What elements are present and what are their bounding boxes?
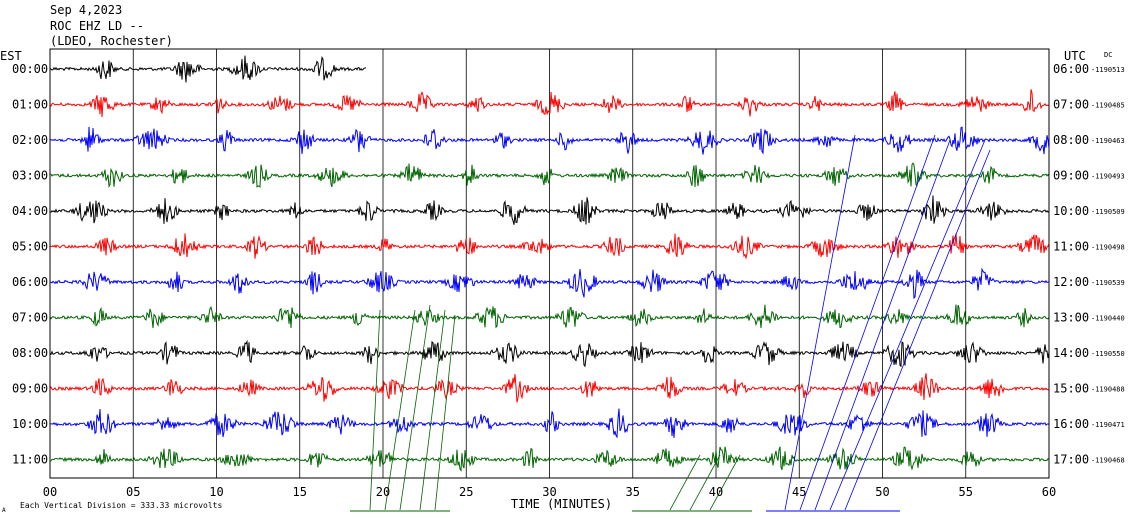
- row-label-dc: -1190440: [1091, 315, 1125, 323]
- row-label-utc: 12:00: [1053, 275, 1089, 289]
- trace-row-0200: [49, 126, 1050, 155]
- row-label-utc: 08:00: [1053, 133, 1089, 147]
- diagonal-artifact-line: [814, 139, 951, 511]
- row-label-dc: -1190493: [1091, 173, 1125, 181]
- row-label-est: 08:00: [12, 346, 48, 360]
- x-tick-label: 25: [459, 485, 473, 499]
- trace-row-0400: [49, 195, 1050, 225]
- trace-row-0100: [49, 89, 1050, 118]
- trace-row-1100: [50, 446, 1050, 472]
- diagonal-artifact-line: [829, 139, 986, 511]
- x-tick-label: 30: [542, 485, 556, 499]
- x-tick-label: 60: [1042, 485, 1056, 499]
- scale-note: Each Vertical Division = 333.33 microvol…: [20, 501, 222, 510]
- row-label-est: 06:00: [12, 275, 48, 289]
- x-tick-label: 20: [376, 485, 390, 499]
- trace-row-0900: [49, 373, 1050, 403]
- diagonal-artifact-line: [669, 454, 701, 511]
- row-label-dc: -1190488: [1091, 386, 1125, 394]
- trace-row-0800: [49, 339, 1050, 368]
- x-tick-label: 15: [293, 485, 307, 499]
- row-label-utc: 07:00: [1053, 98, 1089, 112]
- row-label-dc: -1190539: [1091, 279, 1125, 287]
- axis-labels: 00 05 10 15 20 25 30 35 40 45 50 55 60 TIME (MINUTES)…: [0, 49, 1125, 514]
- diagonal-artifact-line: [434, 314, 456, 511]
- row-label-dc: -1190509: [1091, 208, 1125, 216]
- utc-header: UTC: [1064, 49, 1086, 63]
- row-label-utc: 17:00: [1053, 453, 1089, 467]
- row-label-dc: -1190468: [1091, 457, 1125, 465]
- diagonal-artifact-line: [369, 309, 381, 511]
- row-label-utc: 06:00: [1053, 62, 1089, 76]
- row-label-utc: 09:00: [1053, 169, 1089, 183]
- row-label-est: 01:00: [12, 98, 48, 112]
- x-tick-label: 10: [209, 485, 223, 499]
- trace-row-0500: [49, 233, 1050, 260]
- x-tick-label: 50: [875, 485, 889, 499]
- row-label-dc: -1190498: [1091, 244, 1125, 252]
- grid-lines: [49, 48, 1050, 479]
- diagonal-artifact-line: [844, 149, 991, 511]
- trace-row-0700: [49, 304, 1050, 329]
- x-tick-label: 45: [792, 485, 806, 499]
- row-label-dc: -1190550: [1091, 350, 1125, 358]
- row-label-est: 10:00: [12, 417, 48, 431]
- diagonal-artifact-line: [799, 134, 936, 511]
- trace-row-0300: [49, 162, 1050, 188]
- row-label-est: 11:00: [12, 453, 48, 467]
- row-label-dc: -1190463: [1091, 137, 1125, 145]
- est-header: EST: [0, 49, 22, 63]
- row-label-est: 09:00: [12, 382, 48, 396]
- row-label-utc: 15:00: [1053, 382, 1089, 396]
- x-tick-label: 55: [959, 485, 973, 499]
- diagonal-artifact-line: [384, 309, 416, 511]
- row-label-est: 04:00: [12, 204, 48, 218]
- diagonal-artifact-line: [399, 304, 431, 511]
- x-axis-label: TIME (MINUTES): [511, 497, 612, 511]
- row-label-est: 00:00: [12, 62, 48, 76]
- x-tick-label: 35: [626, 485, 640, 499]
- row-label-est: 03:00: [12, 169, 48, 183]
- corner-mark: A: [2, 507, 6, 514]
- network-label: (LDEO, Rochester): [50, 34, 173, 48]
- trace-row-0000: [49, 55, 367, 83]
- row-label-dc: -1190485: [1091, 102, 1125, 110]
- row-label-utc: 16:00: [1053, 417, 1089, 431]
- diagonal-artifact-line: [709, 454, 741, 511]
- row-label-utc: 10:00: [1053, 204, 1089, 218]
- row-label-est: 07:00: [12, 311, 48, 325]
- diagonal-artifact-line: [419, 309, 446, 511]
- x-tick-label: 40: [709, 485, 723, 499]
- trace-row-0600: [49, 267, 1050, 300]
- date-label: Sep 4,2023: [50, 3, 123, 17]
- diagonal-artifact-line: [689, 454, 721, 511]
- row-label-dc: -1190471: [1091, 421, 1125, 429]
- row-label-est: 02:00: [12, 133, 48, 147]
- row-label-utc: 11:00: [1053, 240, 1089, 254]
- diagonal-artifact-line: [784, 134, 856, 511]
- row-label-dc: -1190513: [1091, 66, 1125, 74]
- dc-header: DC: [1104, 51, 1112, 59]
- seismic-traces: [49, 55, 1050, 512]
- row-label-utc: 13:00: [1053, 311, 1089, 325]
- row-label-utc: 14:00: [1053, 346, 1089, 360]
- x-tick-label: 00: [43, 485, 57, 499]
- station-label: ROC EHZ LD --: [50, 19, 144, 33]
- row-label-est: 05:00: [12, 240, 48, 254]
- x-tick-label: 05: [126, 485, 140, 499]
- trace-row-1000: [49, 408, 1050, 439]
